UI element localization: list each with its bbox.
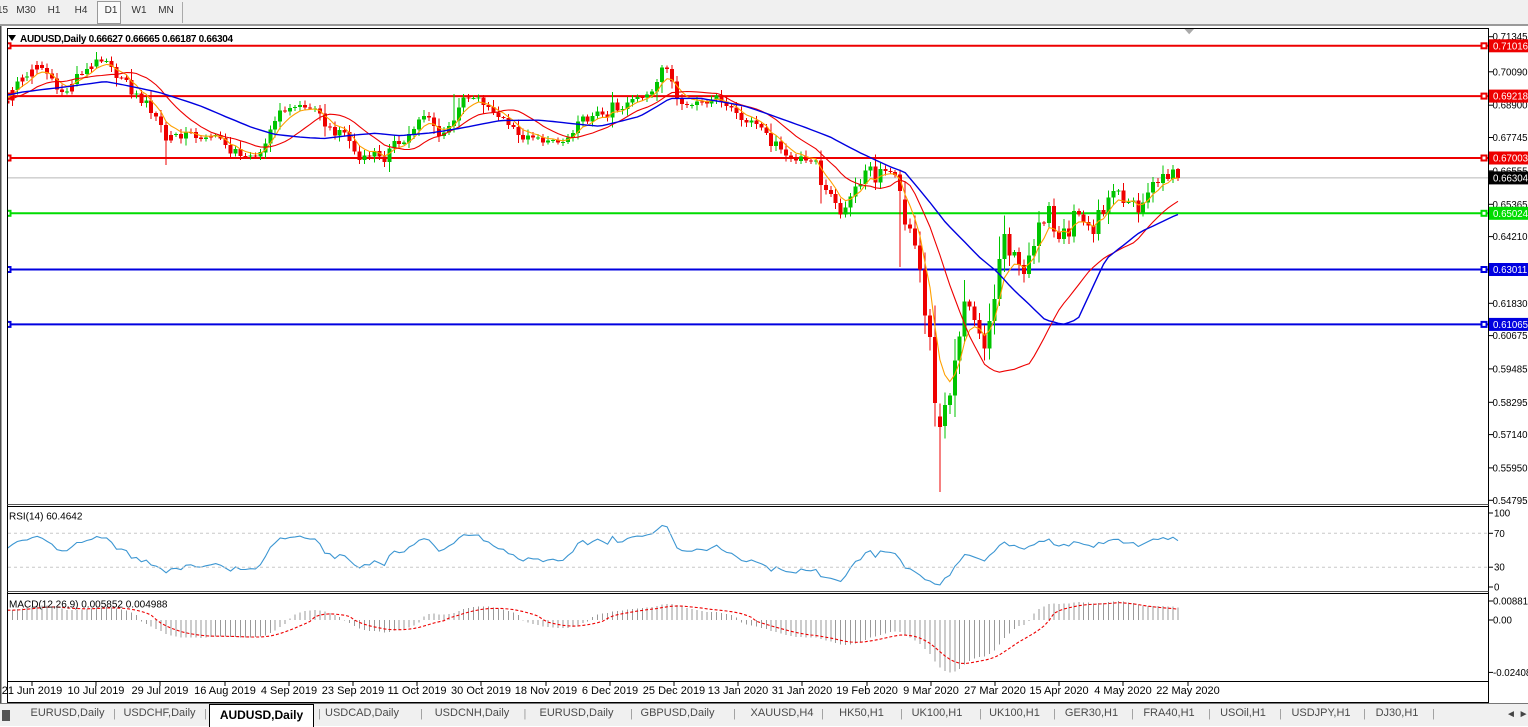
- svg-text:16 Aug 2019: 16 Aug 2019: [194, 685, 256, 697]
- svg-text:0: 0: [1494, 583, 1500, 594]
- svg-text:70: 70: [1494, 529, 1505, 540]
- svg-text:0.008815: 0.008815: [1493, 597, 1528, 608]
- svg-text:0.58295: 0.58295: [1493, 398, 1528, 409]
- svg-text:31 Jan 2020: 31 Jan 2020: [772, 685, 833, 697]
- svg-text:22 May 2020: 22 May 2020: [1156, 685, 1220, 697]
- svg-text:0.67745: 0.67745: [1493, 133, 1528, 144]
- svg-text:19 Feb 2020: 19 Feb 2020: [836, 685, 898, 697]
- svg-text:MACD(12,26,9) 0.005852 0.00498: MACD(12,26,9) 0.005852 0.004988: [9, 600, 168, 611]
- svg-text:4 May 2020: 4 May 2020: [1094, 685, 1151, 697]
- svg-text:9 Mar 2020: 9 Mar 2020: [903, 685, 959, 697]
- svg-text:0.66304: 0.66304: [1493, 173, 1528, 184]
- svg-text:0.59485: 0.59485: [1493, 364, 1528, 375]
- svg-text:RSI(14) 60.4642: RSI(14) 60.4642: [9, 512, 83, 523]
- svg-text:0.00: 0.00: [1493, 616, 1512, 627]
- svg-text:0.63011: 0.63011: [1493, 265, 1527, 276]
- svg-text:0.64210: 0.64210: [1493, 232, 1528, 243]
- svg-text:-0.02408: -0.02408: [1493, 668, 1528, 679]
- svg-text:0.57140: 0.57140: [1493, 430, 1528, 441]
- svg-text:27 Mar 2020: 27 Mar 2020: [964, 685, 1026, 697]
- svg-text:0.61830: 0.61830: [1493, 299, 1528, 310]
- svg-text:13 Jan 2020: 13 Jan 2020: [708, 685, 769, 697]
- svg-text:25 Dec 2019: 25 Dec 2019: [643, 685, 705, 697]
- svg-text:0.69218: 0.69218: [1493, 92, 1528, 103]
- svg-text:0.71016: 0.71016: [1493, 41, 1528, 52]
- svg-text:0.55950: 0.55950: [1493, 463, 1528, 474]
- svg-text:18 Nov 2019: 18 Nov 2019: [515, 685, 577, 697]
- svg-text:0.70090: 0.70090: [1493, 67, 1528, 78]
- svg-text:AUDUSD,Daily 0.66627 0.66665 0: AUDUSD,Daily 0.66627 0.66665 0.66187 0.6…: [20, 34, 234, 45]
- svg-text:6 Dec 2019: 6 Dec 2019: [582, 685, 638, 697]
- svg-text:29 Jul 2019: 29 Jul 2019: [132, 685, 189, 697]
- svg-text:15 Apr 2020: 15 Apr 2020: [1029, 685, 1088, 697]
- svg-text:0.67003: 0.67003: [1493, 154, 1528, 165]
- svg-text:30 Oct 2019: 30 Oct 2019: [451, 685, 511, 697]
- svg-text:11 Oct 2019: 11 Oct 2019: [387, 685, 446, 697]
- svg-text:23 Sep 2019: 23 Sep 2019: [322, 685, 384, 697]
- svg-text:100: 100: [1494, 509, 1511, 520]
- svg-text:0.54795: 0.54795: [1493, 496, 1528, 507]
- svg-text:0.61065: 0.61065: [1493, 320, 1528, 331]
- svg-text:21 Jun 2019: 21 Jun 2019: [2, 685, 63, 697]
- svg-text:30: 30: [1494, 563, 1505, 574]
- svg-text:4 Sep 2019: 4 Sep 2019: [261, 685, 317, 697]
- svg-text:0.60675: 0.60675: [1493, 331, 1528, 342]
- svg-text:10 Jul 2019: 10 Jul 2019: [68, 685, 125, 697]
- svg-text:0.65024: 0.65024: [1493, 209, 1528, 220]
